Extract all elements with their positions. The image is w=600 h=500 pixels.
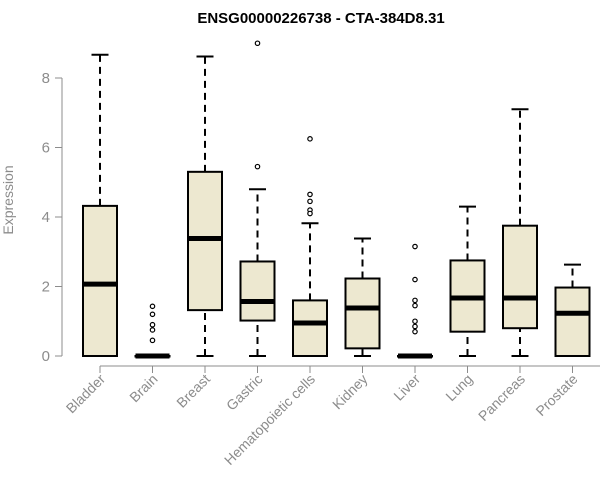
y-axis-label: Expression: [0, 165, 16, 234]
outlier-point: [412, 328, 418, 335]
outlier-point: [412, 297, 418, 304]
x-tick-label: Prostate: [532, 371, 580, 419]
outlier-point: [307, 210, 313, 217]
box-body: [344, 277, 381, 350]
box-body: [502, 224, 538, 330]
outlier-point: [149, 311, 156, 318]
x-tick-label: Gastric: [223, 371, 266, 414]
outlier-point: [254, 163, 261, 170]
box-breast: [187, 55, 223, 357]
box-body: [82, 204, 118, 357]
outlier-point: [412, 323, 418, 330]
outlier-point: [307, 136, 313, 142]
box-hematopoietic-cells: [292, 136, 328, 357]
box-pancreas: [502, 108, 538, 357]
x-tick-label: Lung: [442, 371, 475, 404]
x-tick-label: Liver: [390, 371, 423, 404]
y-tick-label: 6: [42, 140, 50, 157]
x-tick-label: Bladder: [63, 371, 109, 417]
y-axis: 0 2 4 6 8: [42, 70, 63, 365]
y-tick-label: 4: [42, 209, 50, 226]
y-tick-label: 8: [42, 70, 50, 87]
x-tick-label: Pancreas: [475, 371, 528, 424]
outlier-point: [254, 40, 261, 47]
box-body: [239, 260, 276, 322]
box-gastric: [239, 40, 276, 357]
outlier-point: [307, 198, 313, 205]
outlier-point: [412, 318, 418, 325]
chart-title: ENSG00000226738 - CTA-384D8.31: [197, 10, 444, 27]
x-tick-label: Breast: [173, 371, 213, 411]
box-prostate: [554, 263, 591, 358]
x-tick-label: Kidney: [329, 371, 371, 413]
outlier-point: [149, 321, 156, 328]
outlier-point: [149, 337, 156, 344]
outlier-point: [412, 302, 418, 309]
outlier-point: [149, 327, 156, 333]
outlier-point: [412, 276, 418, 283]
y-tick-label: 0: [42, 348, 50, 365]
box-bladder: [82, 53, 118, 357]
box-lung: [449, 205, 486, 357]
boxes-group: [82, 40, 591, 359]
box-body: [292, 299, 328, 357]
y-tick-label: 2: [42, 279, 50, 296]
outlier-point: [149, 303, 156, 310]
box-body: [554, 286, 591, 358]
box-brain: [134, 303, 171, 359]
x-tick-label: Hematopoietic cells: [221, 371, 318, 468]
x-tick-label: Brain: [126, 371, 160, 405]
box-kidney: [344, 237, 381, 357]
outlier-point: [307, 191, 313, 198]
outlier-point: [412, 243, 418, 250]
box-liver: [397, 243, 433, 359]
